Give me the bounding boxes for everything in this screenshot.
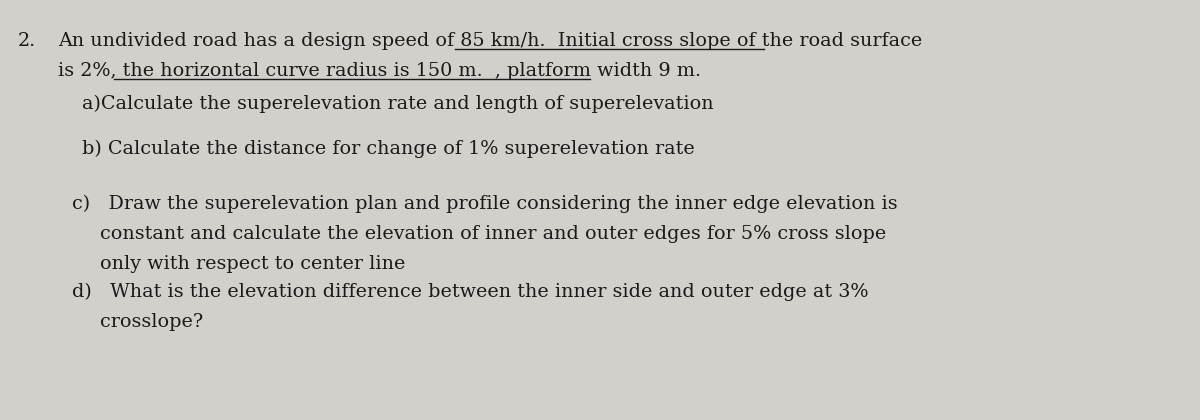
Text: constant and calculate the elevation of inner and outer edges for 5% cross slope: constant and calculate the elevation of … bbox=[100, 225, 887, 243]
Text: An undivided road has a design speed of 85 km/h.  Initial cross slope of the roa: An undivided road has a design speed of … bbox=[58, 32, 923, 50]
Text: b) Calculate the distance for change of 1% superelevation rate: b) Calculate the distance for change of … bbox=[82, 140, 695, 158]
Text: a)Calculate the superelevation rate and length of superelevation: a)Calculate the superelevation rate and … bbox=[82, 95, 714, 113]
Text: is 2%, the horizontal curve radius is 150 m.  , platform width 9 m.: is 2%, the horizontal curve radius is 15… bbox=[58, 62, 701, 80]
Text: only with respect to center line: only with respect to center line bbox=[100, 255, 406, 273]
Text: d)   What is the elevation difference between the inner side and outer edge at 3: d) What is the elevation difference betw… bbox=[72, 283, 869, 301]
Text: c)   Draw the superelevation plan and profile considering the inner edge elevati: c) Draw the superelevation plan and prof… bbox=[72, 195, 898, 213]
Text: 2.: 2. bbox=[18, 32, 36, 50]
Text: crosslope?: crosslope? bbox=[100, 313, 203, 331]
